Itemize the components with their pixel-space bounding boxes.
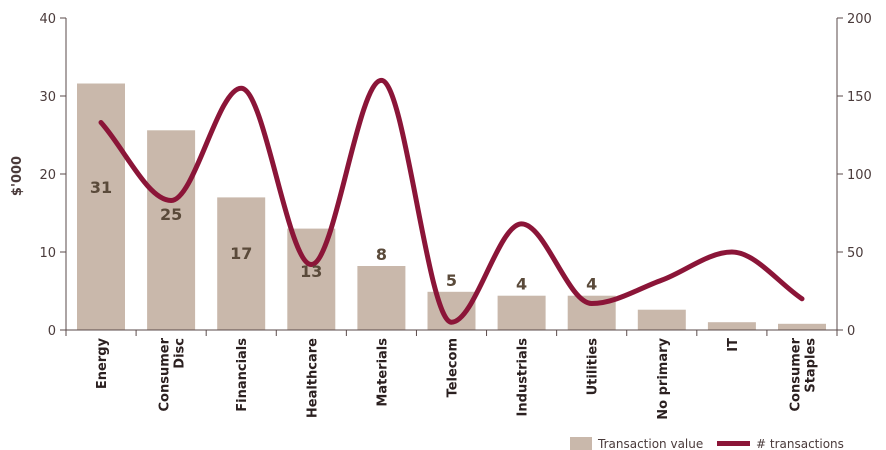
data-label-2: 17 [230,244,252,263]
transactions-line [98,77,805,325]
y-tick-label-4: 40 [39,12,56,27]
legend-label-transaction-value: Transaction value [597,437,703,450]
bar-1 [147,130,196,330]
legend-swatch-transaction-value [570,437,592,450]
bar-6 [497,295,546,330]
y-tick-label-3: 30 [39,90,56,105]
y-tick-label-0: 0 [48,324,56,339]
bar-8 [637,309,686,330]
y2-tick-label-1: 50 [847,246,864,261]
category-label-line: IT [726,338,741,352]
category-label-line: Energy [95,337,110,389]
legend: Transaction value # transactions [570,437,844,450]
category-label-3: Healthcare [305,338,320,418]
data-label-4: 8 [376,245,387,264]
data-label-5: 5 [446,271,457,290]
category-label-4: Materials [375,338,390,407]
category-label-line: Staples [804,338,819,393]
legend-label-transactions: # transactions [756,437,844,450]
category-label-line: No primary [656,337,671,419]
category-label-line: Disc [173,338,188,369]
category-label-line: Healthcare [305,338,320,418]
category-label-1: Consumer Disc [158,337,188,411]
y-axis-label: $'000 [10,156,25,196]
category-label-line: Consumer [789,337,804,411]
bar-4 [357,266,406,330]
category-label-2: Financials [235,338,250,412]
y2-tick-label-2: 100 [847,168,872,183]
category-label-10: Consumer Staples [789,337,819,411]
legend-swatch-transactions [717,441,750,446]
category-label-line: Financials [235,338,250,412]
y-tick-label-1: 10 [39,246,56,261]
line-layer [98,77,805,325]
bar-2 [217,197,266,330]
bar-9 [707,322,756,330]
data-label-6: 4 [516,275,527,294]
category-label-7: Utilities [586,338,601,396]
category-label-5: Telecom [446,338,461,397]
y2-tick-label-3: 150 [847,90,872,105]
category-label-9: IT [726,338,741,352]
y-tick-label-2: 20 [39,168,56,183]
bars-layer [77,83,826,330]
data-label-3: 13 [300,262,322,281]
category-label-line: Industrials [516,338,531,417]
data-label-0: 31 [90,178,112,197]
category-label-line: Telecom [446,338,461,397]
category-label-0: Energy [95,337,110,389]
category-label-line: Utilities [586,338,601,396]
y2-tick-label-4: 200 [847,12,872,27]
data-label-1: 25 [160,205,182,224]
category-label-8: No primary [656,337,671,419]
data-label-7: 4 [586,275,597,294]
y2-tick-label-0: 0 [847,324,855,339]
category-label-line: Materials [375,338,390,407]
bar-10 [778,323,826,330]
data-labels-layer: 31 25 17 13 8 5 4 4 [90,178,597,294]
category-label-6: Industrials [516,338,531,417]
category-label-line: Consumer [158,337,173,411]
